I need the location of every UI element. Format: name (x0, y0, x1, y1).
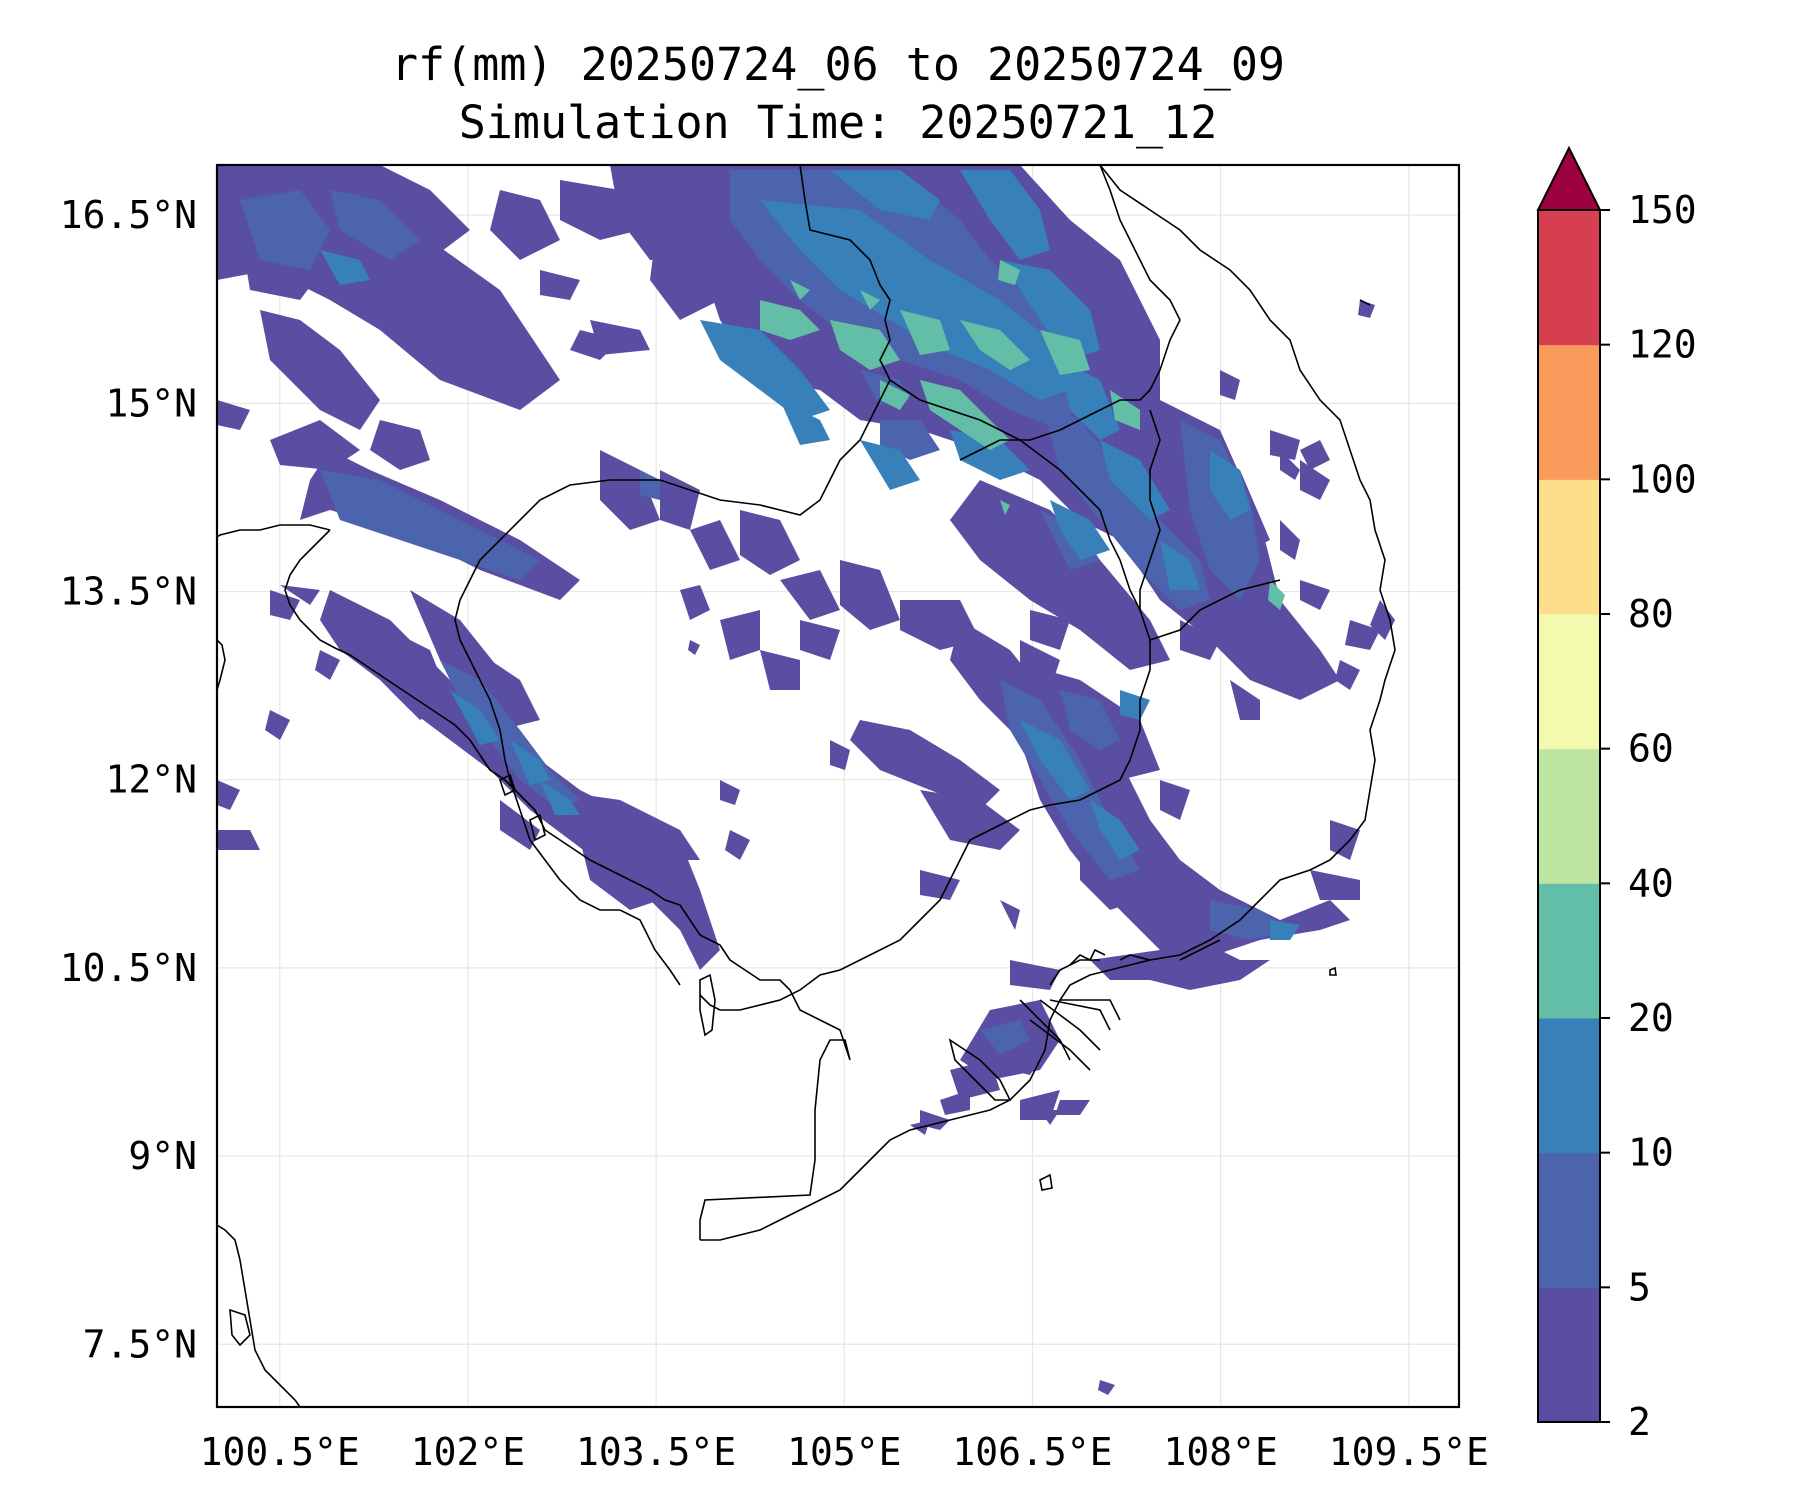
colorbar-segment (1538, 1287, 1600, 1423)
coastlines-and-borders (217, 165, 1396, 1407)
country-border (699, 379, 1151, 1011)
colorbar-label: 2 (1628, 1400, 1651, 1444)
coastline (284, 529, 851, 1240)
colorbar-segment (1538, 1152, 1600, 1288)
coastline (1359, 299, 1371, 306)
lon-tick-label: 106.5°E (952, 1430, 1112, 1474)
lat-tick-label: 16.5°N (60, 193, 197, 237)
colorbar-label: 80 (1628, 592, 1674, 636)
lat-tick-label: 7.5°N (83, 1322, 197, 1366)
island (1329, 966, 1337, 976)
lat-tick-label: 13.5°N (60, 570, 197, 614)
colorbar-segment (1538, 748, 1600, 884)
coastline (217, 1224, 301, 1407)
colorbar-segment (1538, 883, 1600, 1019)
colorbar-extend-arrow (1536, 145, 1602, 211)
lon-tick-label: 108°E (1163, 1430, 1277, 1474)
island (499, 773, 516, 797)
country-border (499, 165, 891, 541)
map-title: rf(mm) 20250724_06 to 20250724_09 (390, 38, 1286, 91)
colorbar-label: 5 (1628, 1265, 1651, 1309)
country-border (454, 539, 620, 911)
lat-tick-label: 9°N (128, 1134, 197, 1178)
colorbar-label: 120 (1628, 323, 1697, 367)
colorbar-label: 20 (1628, 996, 1674, 1040)
map-frame (215, 163, 1461, 1409)
country-border (959, 165, 1181, 461)
coastline (217, 639, 226, 691)
lon-tick-label: 103.5°E (576, 1430, 736, 1474)
colorbar-segment (1538, 1018, 1600, 1154)
island (529, 813, 546, 842)
map-subtitle: Simulation Time: 20250721_12 (458, 96, 1218, 149)
country-border (1149, 579, 1281, 641)
lat-tick-label: 10.5°N (60, 946, 197, 990)
colorbar-label: 40 (1628, 861, 1674, 905)
latitude-axis: 16.5°N 15°N 13.5°N 12°N 10.5°N 9°N 7.5°N (60, 193, 197, 1366)
lon-tick-label: 109.5°E (1329, 1430, 1489, 1474)
colorbar-segment (1538, 614, 1600, 750)
lat-tick-label: 15°N (105, 381, 197, 425)
longitude-axis: 100.5°E 102°E 103.5°E 105°E 106.5°E 108°E 109.… (200, 1430, 1489, 1474)
delta (948, 1038, 1012, 1101)
colorbar-label: 100 (1628, 457, 1697, 501)
delta (1019, 999, 1121, 1071)
lat-tick-label: 12°N (105, 758, 197, 802)
colorbar-segment (1538, 210, 1600, 346)
island (1039, 1173, 1053, 1191)
coastline (229, 1308, 251, 1347)
lon-tick-label: 100.5°E (200, 1430, 360, 1474)
colorbar-label: 60 (1628, 727, 1674, 771)
country-border (1139, 409, 1161, 610)
colorbar-segment (1538, 344, 1600, 480)
colorbar-label: 150 (1628, 188, 1697, 232)
colorbar-frame (1537, 209, 1601, 1423)
map-gridlines (217, 165, 1459, 1407)
lon-tick-label: 105°E (787, 1430, 901, 1474)
colorbar-label: 10 (1628, 1131, 1674, 1175)
colorbar-segment (1538, 479, 1600, 615)
coastline (1179, 939, 1221, 961)
colorbar: 2 5 10 20 40 60 80 100 120 150 (1536, 145, 1697, 1444)
coastline (1069, 948, 1106, 966)
rainfall-field (217, 165, 1395, 1395)
lon-tick-label: 102°E (411, 1430, 525, 1474)
coastline (217, 524, 331, 538)
country-border (619, 909, 681, 986)
coastline (700, 165, 1396, 1241)
island (699, 973, 716, 1037)
coastline (1119, 954, 1151, 961)
